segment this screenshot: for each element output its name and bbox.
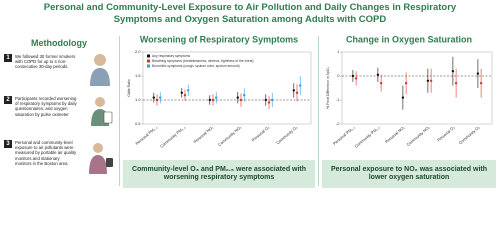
point <box>295 91 299 94</box>
point <box>152 96 155 99</box>
title: Personal and Community-Level Exposure to… <box>43 2 457 25</box>
point <box>429 79 433 82</box>
x-tick-label: Community PM₂.₅ <box>353 125 381 149</box>
conclusion: Personal exposure to NO₂ was associated … <box>322 160 496 188</box>
point <box>451 70 455 73</box>
y-tick-label: 1.0 <box>135 97 141 102</box>
x-tick-label: Community O₃ <box>458 125 481 146</box>
point <box>426 79 430 82</box>
y-tick-label: -1 <box>336 97 340 102</box>
point <box>401 96 405 99</box>
x-tick-label: Personal NO₂ <box>192 124 214 144</box>
person-body <box>90 68 110 86</box>
method-icons <box>89 54 113 174</box>
x-tick-label: Personal PM₂.₅ <box>332 125 356 147</box>
step-number: 2 <box>4 96 12 104</box>
x-tick-label: Personal PM₂.₅ <box>134 125 158 147</box>
divider <box>318 36 319 186</box>
y-tick-label: 1.5 <box>135 73 141 78</box>
point <box>239 98 243 102</box>
point <box>208 98 211 102</box>
point <box>211 98 215 102</box>
y-tick-label: -2 <box>336 121 340 126</box>
step-text: Personal and community-level exposure to… <box>15 140 77 166</box>
x-tick-label: Community NO₂ <box>217 124 243 147</box>
point <box>243 94 246 97</box>
step-number: 1 <box>4 54 12 62</box>
x-tick-label: Community O₃ <box>275 125 298 146</box>
point <box>404 82 408 85</box>
graphical-abstract: Personal and Community-Level Exposure to… <box>4 2 496 188</box>
questionnaire <box>103 111 113 124</box>
point <box>183 94 187 97</box>
point <box>354 77 358 80</box>
point <box>376 73 380 76</box>
point <box>187 89 190 92</box>
step-number: 3 <box>4 140 12 148</box>
plot-area <box>142 51 312 125</box>
person-head <box>93 143 103 153</box>
person-head <box>94 54 106 66</box>
x-tick-label: Community NO₂ <box>405 124 431 147</box>
x-tick-label: Personal O₃ <box>436 125 456 143</box>
monitor <box>106 158 113 167</box>
conclusion: Community-level O₃ and PM₂.₅ were associ… <box>123 160 315 188</box>
legend-label: Breathing symptoms (breathlessness, whee… <box>152 59 254 63</box>
point <box>271 98 274 102</box>
y-tick-label: 1 <box>337 49 340 54</box>
step-text: We followed 30 former smokers with COPD … <box>15 54 76 70</box>
x-tick-label: Personal O₃ <box>251 125 271 143</box>
point <box>379 82 383 85</box>
chart: Change in Oxygen Saturation % Point Diff… <box>326 36 493 149</box>
point <box>236 96 239 99</box>
point <box>267 101 271 104</box>
legend-label: Any respiratory symptoms <box>152 54 190 58</box>
point <box>180 91 183 94</box>
point <box>215 96 218 99</box>
section-heading: Methodology <box>31 38 87 48</box>
y-axis-label: % Point Difference in SpO₂ <box>326 66 330 109</box>
legend-swatch <box>147 54 150 58</box>
plot-area <box>341 51 493 125</box>
step-text: Participants recorded worsening of respi… <box>15 96 77 117</box>
x-tick-label: Personal NO₂ <box>384 124 406 144</box>
legend-swatch <box>147 64 150 68</box>
point <box>292 89 295 92</box>
y-tick-label: 2.0 <box>135 49 141 54</box>
point <box>299 84 302 87</box>
person-body <box>89 155 107 174</box>
point <box>351 74 355 78</box>
y-axis-label: Odds Ratio <box>127 79 131 97</box>
point <box>159 96 162 99</box>
person-head <box>95 97 105 107</box>
point <box>155 98 159 102</box>
chart-title: Worsening of Respiratory Symptoms <box>140 36 298 44</box>
point <box>479 82 483 85</box>
x-tick-label: Community PM₂.₅ <box>159 125 187 149</box>
chart: Worsening of Respiratory Symptoms Odds R… <box>127 36 312 149</box>
point <box>476 72 480 75</box>
legend-label: Bronchitic symptoms (cough, sputum color… <box>152 64 240 68</box>
divider <box>119 36 120 186</box>
legend-swatch <box>147 59 150 63</box>
chart-title: Change in Oxygen Saturation <box>346 36 472 44</box>
point <box>454 82 458 85</box>
y-tick-label: 0 <box>337 73 340 78</box>
point <box>264 98 267 102</box>
y-tick-label: 0.5 <box>135 121 141 126</box>
